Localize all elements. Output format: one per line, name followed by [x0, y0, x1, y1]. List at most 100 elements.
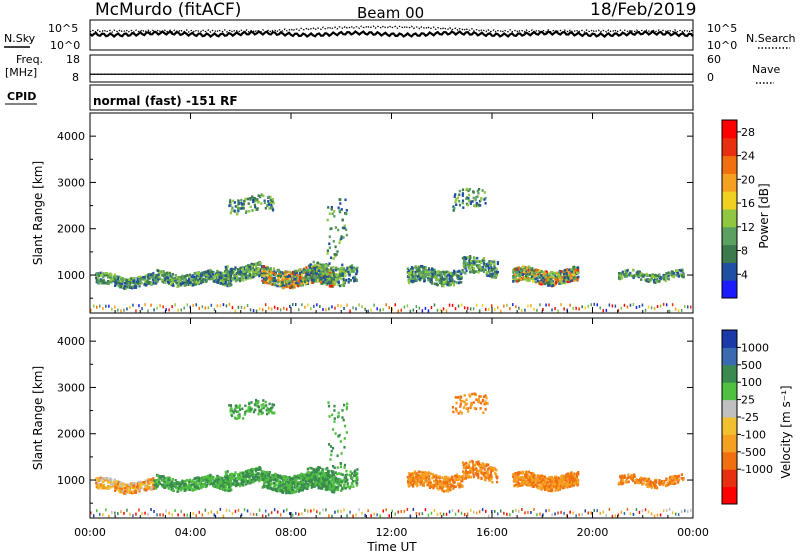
power-cell — [307, 279, 310, 283]
power-cell — [542, 276, 545, 280]
velocity-cell — [239, 471, 242, 475]
velocity-cell — [297, 474, 300, 477]
power-cell — [200, 272, 203, 275]
power-cell — [277, 273, 281, 276]
power-ground-cell — [255, 309, 258, 313]
power-cell — [424, 274, 427, 278]
velocity-cell — [316, 474, 319, 478]
power-cell — [121, 278, 124, 281]
power-cell — [123, 281, 127, 285]
velocity-cell — [197, 486, 200, 490]
power-cell — [130, 277, 133, 280]
power-cell — [332, 265, 335, 269]
velocity-cell — [450, 483, 453, 486]
power-cell — [462, 262, 465, 265]
power-cell — [119, 283, 122, 287]
power-cell — [166, 271, 169, 275]
power-ground-cell — [460, 303, 463, 307]
power-cell — [207, 269, 210, 273]
power-cell — [495, 272, 498, 276]
power-cell — [333, 215, 336, 218]
power-cell — [444, 282, 447, 285]
power-cell — [547, 278, 550, 282]
power-cell — [316, 278, 319, 282]
power-ground-cell — [551, 308, 553, 312]
power-cell — [559, 276, 562, 279]
power-cbar-tick-label-6: 28 — [741, 126, 755, 139]
power-cell — [172, 284, 175, 287]
power-cell — [464, 260, 467, 264]
velocity-cell — [332, 475, 336, 479]
velocity-cell — [333, 488, 336, 491]
power-cell — [446, 274, 449, 277]
power-cell — [428, 274, 431, 278]
power-cell — [494, 266, 497, 270]
power-cell — [267, 203, 271, 206]
power-cell — [232, 276, 235, 280]
velocity-cell — [236, 473, 239, 476]
power-cell — [115, 275, 118, 278]
power-cell — [311, 281, 314, 284]
power-cell — [322, 276, 325, 279]
power-cell — [228, 280, 231, 284]
velocity-cell — [213, 482, 216, 486]
velocity-cell — [219, 481, 222, 485]
velocity-cell — [202, 483, 205, 486]
velocity-cell — [138, 485, 141, 488]
velocity-cell — [207, 474, 210, 478]
power-cell — [240, 201, 243, 205]
power-ground-cell — [653, 307, 656, 311]
power-cell — [187, 283, 190, 286]
power-cell — [341, 272, 344, 276]
power-cell — [546, 284, 550, 287]
velocity-cell — [192, 482, 195, 486]
power-ground-cell — [270, 307, 273, 311]
power-cell — [97, 282, 100, 285]
power-cell — [344, 274, 347, 277]
velocity-cell — [188, 480, 191, 484]
power-cell — [233, 201, 236, 204]
power-cell — [219, 282, 223, 285]
velocity-cell — [313, 479, 316, 482]
power-cell — [469, 202, 472, 206]
power-cell — [311, 272, 315, 276]
velocity-cell — [262, 470, 265, 474]
power-cell — [462, 264, 465, 267]
power-cell — [349, 268, 352, 271]
velocity-cell — [116, 485, 119, 489]
power-ground-cell — [331, 305, 333, 309]
velocity-cell — [144, 484, 147, 488]
power-cell — [345, 212, 348, 216]
power-cbar-swatch — [722, 173, 737, 192]
power-ground-cell — [397, 309, 399, 313]
power-cell — [489, 261, 492, 264]
velocity-cell — [307, 479, 310, 482]
power-cell — [515, 277, 518, 281]
velocity-cell — [204, 479, 208, 483]
velocity-cell — [314, 469, 317, 472]
power-cell — [645, 272, 648, 276]
velocity-cell — [345, 476, 348, 479]
velocity-cell — [117, 489, 120, 493]
power-cell — [487, 274, 490, 277]
velocity-cell — [134, 488, 137, 491]
power-ground-cell — [388, 306, 390, 310]
velocity-cell — [194, 482, 197, 485]
power-cell — [671, 270, 674, 274]
noise-right-tick-top: 10^5 — [707, 22, 737, 35]
power-cell — [430, 278, 433, 282]
power-cell — [335, 253, 338, 256]
power-cell — [109, 272, 112, 276]
velocity-cell — [219, 476, 222, 480]
power-cell — [329, 275, 332, 279]
velocity-cell — [348, 473, 351, 477]
power-cell — [330, 227, 333, 230]
noise-traces — [89, 25, 694, 38]
power-ground-cell — [90, 308, 92, 312]
power-ground-cell — [575, 306, 577, 310]
power-cell — [443, 272, 446, 275]
velocity-cell — [290, 481, 293, 484]
power-cell — [565, 274, 568, 278]
power-cell — [487, 261, 490, 265]
power-cell — [221, 271, 224, 275]
